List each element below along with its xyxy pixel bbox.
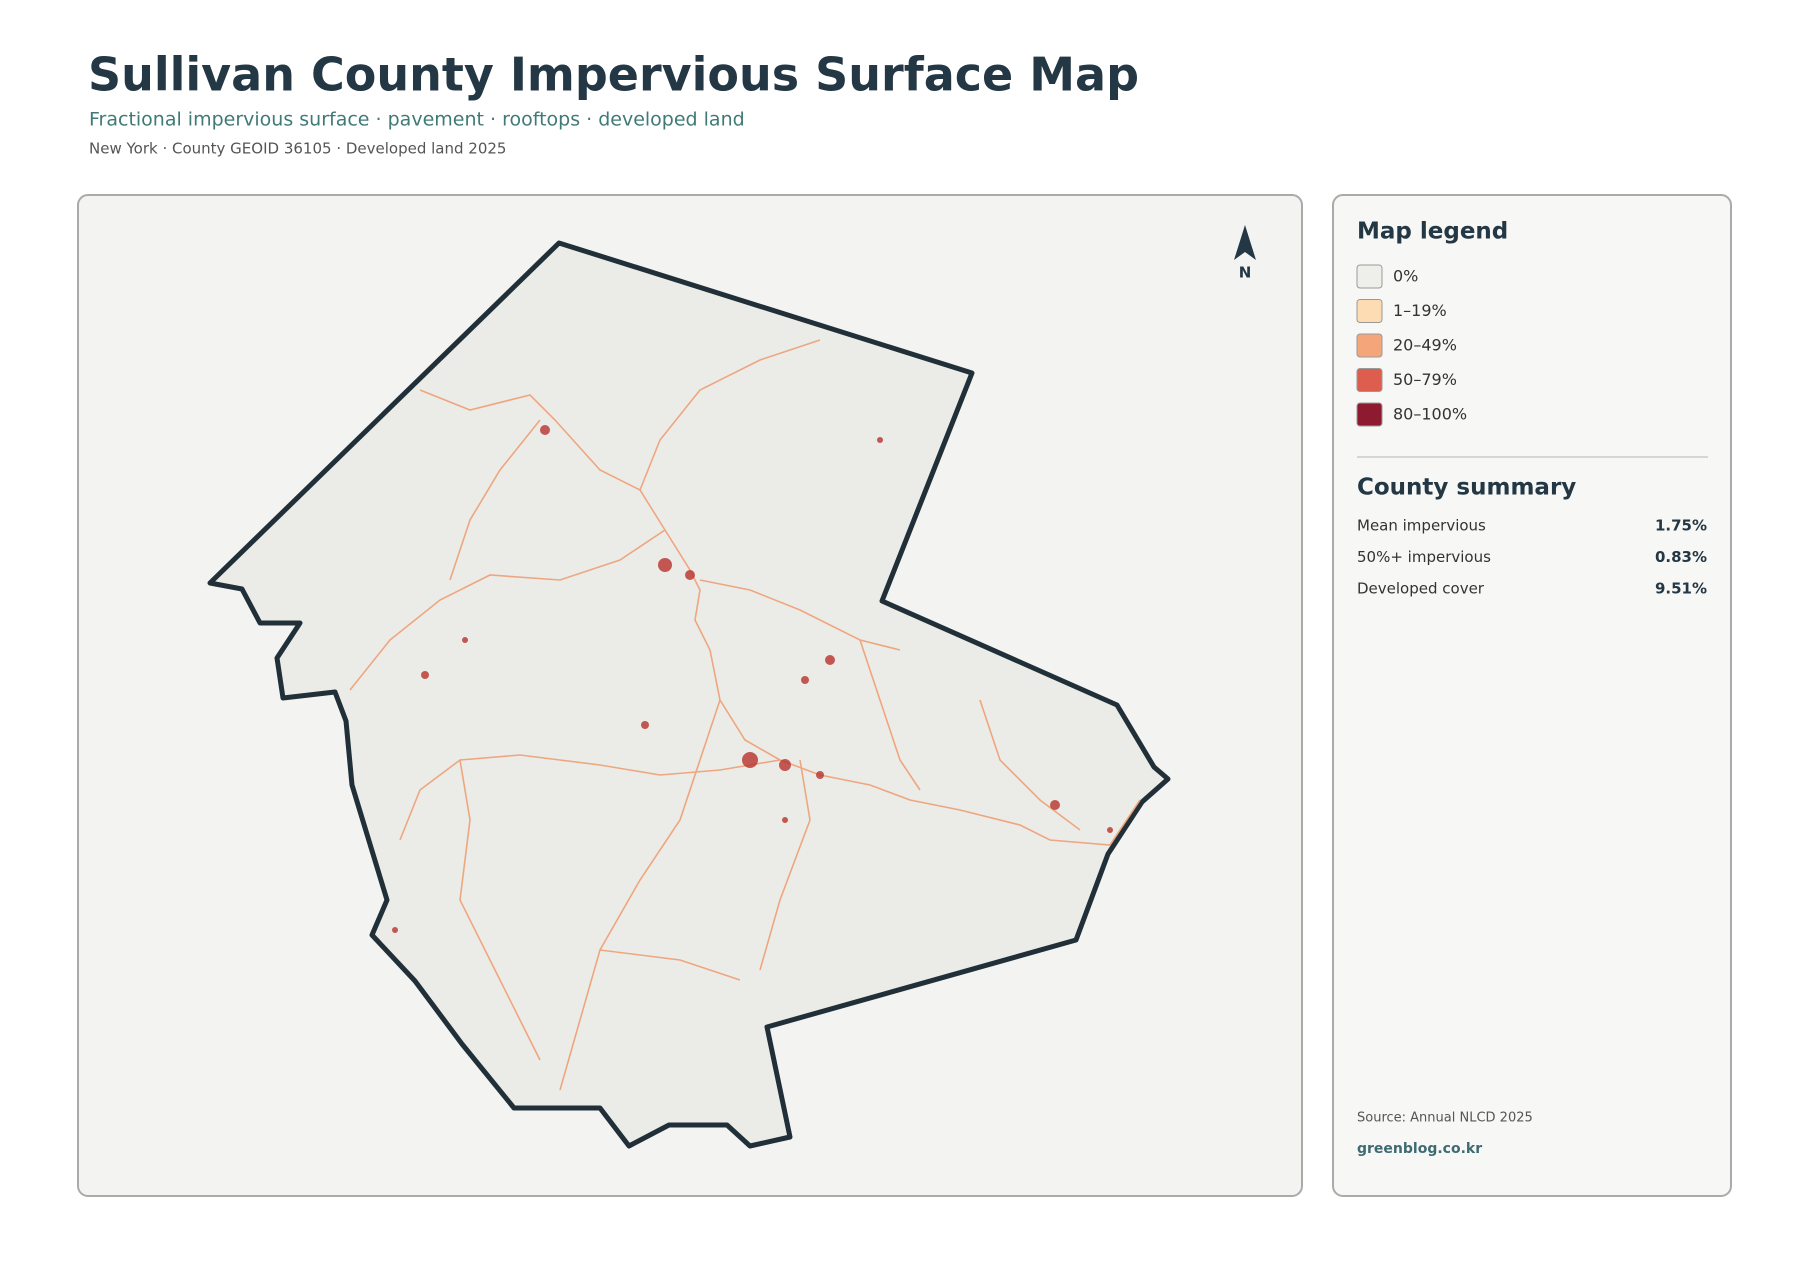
legend-swatch xyxy=(1356,333,1383,358)
legend-panel xyxy=(1332,194,1732,1197)
legend-swatch xyxy=(1356,368,1383,392)
legend-label: 20–49% xyxy=(1393,336,1457,355)
meta: New York · County GEOID 36105 · Develope… xyxy=(89,140,506,158)
legend-items: 0% 1–19% 20–49% 50–79% 80–100% xyxy=(1356,264,1467,427)
legend-swatch xyxy=(1356,402,1383,427)
county-map xyxy=(207,240,1171,1149)
legend-title: Map legend xyxy=(1357,219,1508,245)
legend-swatch xyxy=(1356,264,1383,289)
county-outline xyxy=(207,240,1171,1149)
roads xyxy=(349,339,1141,1091)
summary-label: Mean impervious xyxy=(1357,517,1486,535)
developed-areas xyxy=(392,425,1113,933)
source: Source: Annual NLCD 2025 xyxy=(1357,1111,1533,1126)
legend-swatch xyxy=(1356,299,1383,323)
summary-label: 50%+ impervious xyxy=(1357,548,1491,566)
north-arrow: N xyxy=(1234,225,1256,282)
legend-label: 0% xyxy=(1393,267,1418,286)
legend-label: 1–19% xyxy=(1393,301,1447,320)
summary-rows: Mean impervious 1.75% 50%+ impervious 0.83%… xyxy=(1357,517,1707,598)
summary-value: 0.83% xyxy=(1655,548,1707,566)
title: Sullivan County Impervious Surface Map xyxy=(88,48,1139,102)
summary-value: 1.75% xyxy=(1655,517,1707,535)
summary-value: 9.51% xyxy=(1655,580,1707,598)
summary-title: County summary xyxy=(1357,475,1576,501)
credit: greenblog.co.kr xyxy=(1357,1141,1482,1157)
legend-label: 50–79% xyxy=(1393,370,1457,389)
north-label: N xyxy=(1239,264,1252,282)
subtitle: Fractional impervious surface · pavement… xyxy=(89,109,745,131)
summary-label: Developed cover xyxy=(1357,580,1485,598)
legend-label: 80–100% xyxy=(1393,405,1467,424)
